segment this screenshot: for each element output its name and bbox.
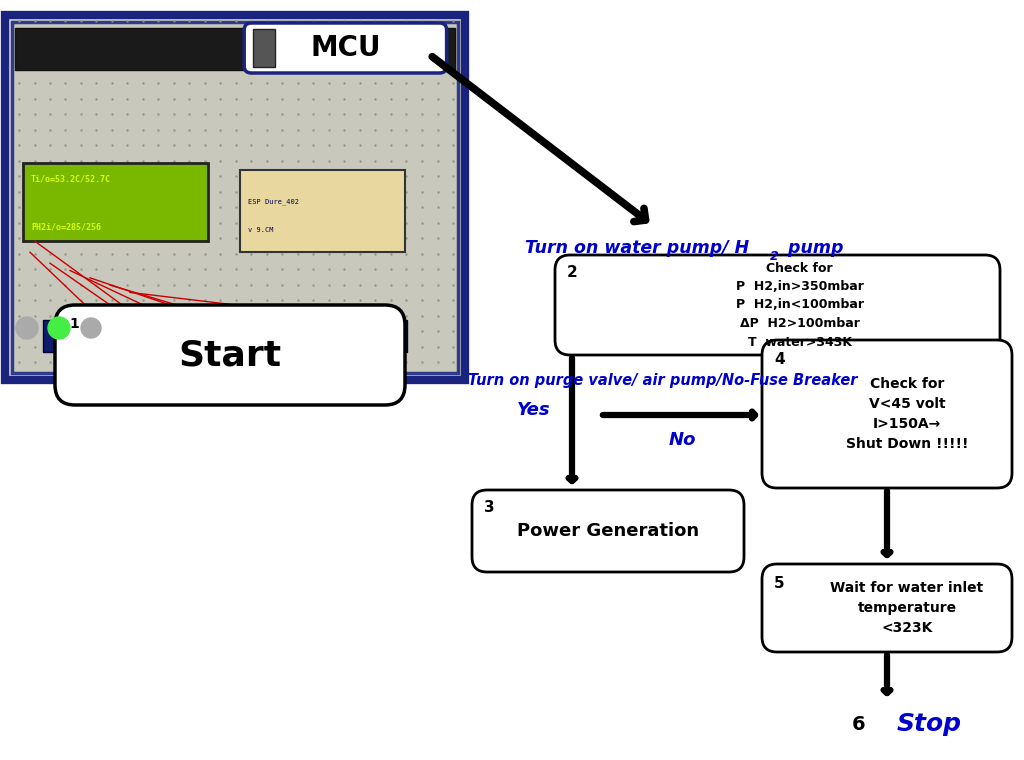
Text: Turn on purge valve/ air pump/No-Fuse Breaker: Turn on purge valve/ air pump/No-Fuse Br… [468,372,857,388]
FancyBboxPatch shape [253,320,281,352]
FancyBboxPatch shape [337,320,365,352]
Circle shape [16,317,38,339]
Circle shape [48,317,70,339]
Text: Start: Start [178,338,282,372]
Text: Stop: Stop [897,712,962,736]
FancyBboxPatch shape [244,23,446,73]
Text: PH2i/o=285/256: PH2i/o=285/256 [31,223,101,231]
Text: 2: 2 [769,249,778,262]
FancyBboxPatch shape [762,340,1012,488]
FancyBboxPatch shape [379,320,407,352]
FancyBboxPatch shape [15,28,455,70]
Text: Check for
V<45 volt
I>150A→
Shut Down !!!!!: Check for V<45 volt I>150A→ Shut Down !!… [846,377,969,451]
FancyBboxPatch shape [127,320,155,352]
FancyBboxPatch shape [55,305,406,405]
Text: MCU: MCU [310,34,381,62]
Text: ESP Dure_402: ESP Dure_402 [248,198,299,204]
Text: 5: 5 [774,576,784,591]
Text: 2: 2 [567,265,578,280]
Text: Turn on water pump/ H: Turn on water pump/ H [525,239,750,257]
Text: 3: 3 [484,500,495,515]
Text: Ti/o=53.2C/52.7C: Ti/o=53.2C/52.7C [31,174,111,183]
Circle shape [81,318,101,338]
Text: No: No [669,431,695,449]
FancyBboxPatch shape [472,490,744,572]
Text: Wait for water inlet
temperature
<323K: Wait for water inlet temperature <323K [830,581,984,635]
FancyBboxPatch shape [169,320,197,352]
Text: 6: 6 [852,714,866,733]
FancyBboxPatch shape [253,29,275,67]
FancyBboxPatch shape [12,22,458,373]
Text: pump: pump [782,239,844,257]
FancyBboxPatch shape [295,320,323,352]
FancyBboxPatch shape [85,320,113,352]
FancyBboxPatch shape [23,163,208,242]
FancyBboxPatch shape [211,320,239,352]
FancyBboxPatch shape [555,255,1000,355]
FancyBboxPatch shape [43,320,71,352]
Text: 4: 4 [774,352,784,367]
Text: v 9.CM: v 9.CM [248,226,273,233]
FancyBboxPatch shape [762,564,1012,652]
Text: Power Generation: Power Generation [517,522,699,540]
FancyBboxPatch shape [240,170,406,252]
Text: Check for
P  H2,in>350mbar
P  H2,in<100mbar
ΔP  H2>100mbar
T  water>343K: Check for P H2,in>350mbar P H2,in<100mba… [736,261,864,349]
FancyBboxPatch shape [5,15,465,380]
Text: 1: 1 [69,317,79,331]
Text: Yes: Yes [517,401,551,419]
